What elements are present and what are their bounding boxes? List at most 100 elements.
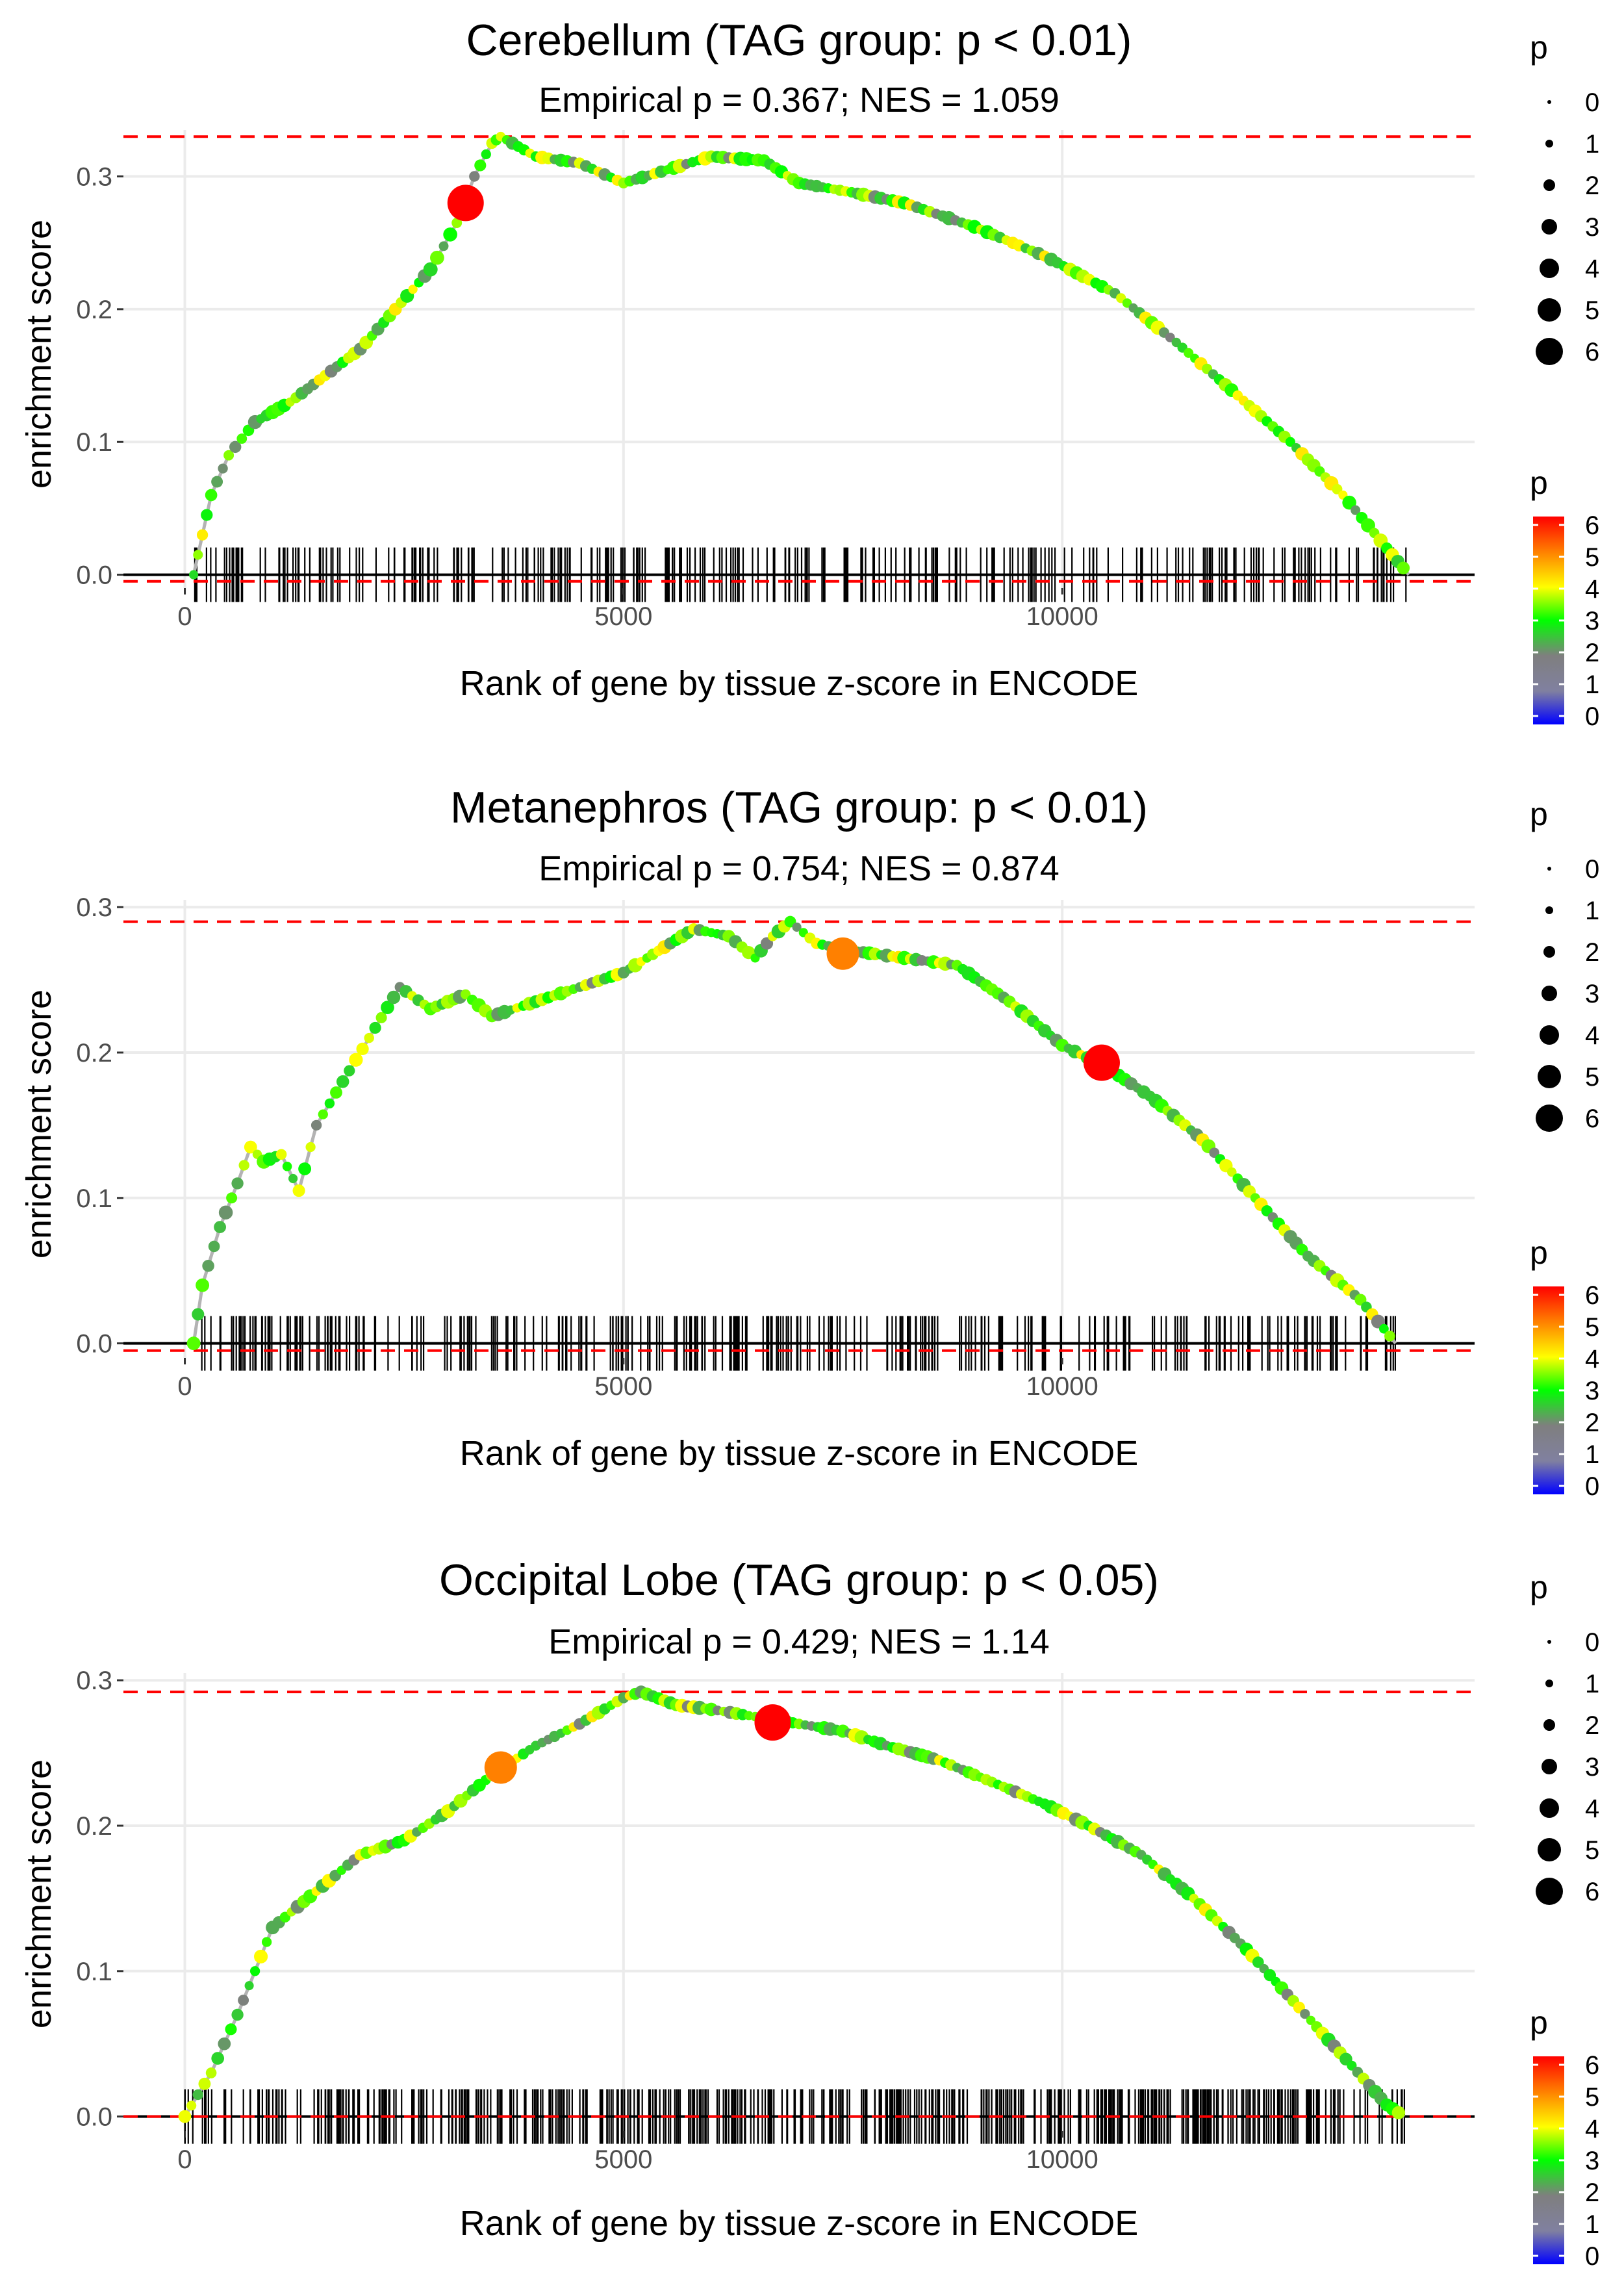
legend-size-swatch xyxy=(1545,906,1553,914)
y-tick-label: 0.3 xyxy=(76,893,112,922)
gene-point xyxy=(1351,505,1361,515)
gene-point xyxy=(443,227,457,242)
gene-point xyxy=(189,570,199,580)
x-axis-ticks: 0 5000 10000 xyxy=(177,2131,1098,2174)
gene-point xyxy=(186,2101,197,2111)
gene-point xyxy=(186,1336,201,1351)
gene-point xyxy=(223,450,235,461)
legend-color-label: 5 xyxy=(1585,2083,1599,2112)
legend-size-label: 4 xyxy=(1585,255,1599,283)
legend-size: p 0 1 2 3 4 5 6 xyxy=(1530,29,1599,366)
highlight-gene-point xyxy=(754,1704,791,1741)
gene-point xyxy=(318,1109,328,1119)
gene-point xyxy=(364,1032,374,1043)
gene-point xyxy=(760,937,774,950)
gene-point xyxy=(1184,348,1194,358)
panel-metanephros: Metanephros (TAG group: p < 0.01) Empiri… xyxy=(19,783,1599,1501)
x-axis-ticks: 0 5000 10000 xyxy=(177,1358,1098,1401)
y-tick-label: 0.1 xyxy=(76,1184,112,1213)
gene-point xyxy=(211,2052,225,2065)
gene-point xyxy=(438,241,449,251)
panel-cerebellum: Cerebellum (TAG group: p < 0.01) Empiric… xyxy=(19,16,1599,731)
gene-point xyxy=(292,1184,305,1197)
gene-point xyxy=(1285,437,1296,447)
legend-color: p 0 1 2 3 4 5 6 xyxy=(1530,2004,1599,2271)
x-axis-label: Rank of gene by tissue z-score in ENCODE xyxy=(460,664,1138,703)
legend-color-label: 1 xyxy=(1585,671,1599,699)
legend-size-swatch xyxy=(1542,986,1557,1001)
y-axis-ticks: 0.0 0.1 0.2 0.3 xyxy=(76,1667,123,2132)
highlight-gene-point xyxy=(826,937,859,970)
gene-point xyxy=(211,476,223,488)
panel-subtitle: Empirical p = 0.754; NES = 0.874 xyxy=(539,849,1059,888)
x-tick-label: 0 xyxy=(177,1372,192,1401)
gene-point xyxy=(225,2023,237,2036)
legend-color-label: 3 xyxy=(1585,607,1599,635)
legend-size-items: 0 1 2 3 4 5 6 xyxy=(1536,88,1599,366)
gene-point xyxy=(474,159,487,172)
gene-point xyxy=(469,171,480,182)
y-tick-label: 0.1 xyxy=(76,428,112,457)
gene-point xyxy=(238,1995,249,2006)
legend-size-label: 3 xyxy=(1585,1753,1599,1782)
legend-size: p 0 1 2 3 4 5 6 xyxy=(1530,1569,1599,1906)
y-axis-label: enrichment score xyxy=(19,220,58,489)
legend-color-title: p xyxy=(1530,2004,1548,2041)
legend-size-swatch xyxy=(1542,1759,1557,1774)
y-axis-ticks: 0.0 0.1 0.2 0.3 xyxy=(76,163,123,590)
gene-point xyxy=(236,433,247,444)
legend-size-swatch xyxy=(1538,1065,1561,1088)
panel-occipital-lobe: Occipital Lobe (TAG group: p < 0.05) Emp… xyxy=(19,1555,1599,2271)
y-axis-label: enrichment score xyxy=(19,990,58,1258)
y-axis-label: enrichment score xyxy=(19,1759,58,2028)
legend-size-label: 5 xyxy=(1585,296,1599,325)
legend-color-label: 5 xyxy=(1585,543,1599,572)
legend-color-label: 6 xyxy=(1585,2051,1599,2080)
legend-color-items: 0 1 2 3 4 5 6 xyxy=(1533,511,1599,731)
panel-title: Metanephros (TAG group: p < 0.01) xyxy=(450,783,1148,832)
gene-point xyxy=(1384,1331,1395,1342)
panel-subtitle: Empirical p = 0.429; NES = 1.14 xyxy=(548,1622,1049,1661)
legend-size-swatch xyxy=(1545,1680,1553,1687)
gene-point xyxy=(192,2089,204,2101)
gene-point xyxy=(249,1966,260,1976)
legend-color-title: p xyxy=(1530,1234,1548,1271)
gene-point xyxy=(214,1221,226,1233)
gene-point xyxy=(288,1173,298,1184)
panel-title: Occipital Lobe (TAG group: p < 0.05) xyxy=(439,1555,1159,1605)
gene-point xyxy=(282,1162,292,1171)
x-axis-label: Rank of gene by tissue z-score in ENCODE xyxy=(460,1434,1138,1473)
legend-color-label: 1 xyxy=(1585,2210,1599,2239)
gene-point xyxy=(208,1240,220,1253)
legend-color-items: 0 1 2 3 4 5 6 xyxy=(1533,1281,1599,1501)
gene-point xyxy=(244,1981,254,1991)
gene-point xyxy=(231,1177,244,1190)
gene-point xyxy=(238,1160,249,1171)
gene-point xyxy=(229,441,242,454)
gene-point xyxy=(336,1075,349,1088)
reference-lines xyxy=(123,920,1475,1352)
gene-point xyxy=(1227,1167,1237,1177)
y-tick-label: 0.0 xyxy=(76,2103,112,2132)
gene-point xyxy=(305,1142,316,1153)
gene-point xyxy=(218,1205,233,1220)
y-axis-ticks: 0.0 0.1 0.2 0.3 xyxy=(76,893,123,1359)
gridlines xyxy=(123,1673,1475,2131)
legend-color-label: 1 xyxy=(1585,1440,1599,1469)
x-axis-label: Rank of gene by tissue z-score in ENCODE xyxy=(460,2204,1138,2243)
gene-point xyxy=(205,489,218,502)
gene-point xyxy=(226,1192,238,1204)
legend-size-label: 0 xyxy=(1585,855,1599,884)
gene-point xyxy=(254,1949,268,1963)
gene-point xyxy=(1300,2009,1310,2019)
legend-color-label: 0 xyxy=(1585,702,1599,731)
legend-size-label: 1 xyxy=(1585,130,1599,159)
gene-point xyxy=(1379,1323,1389,1334)
legend-size-swatch xyxy=(1542,219,1557,235)
gene-point xyxy=(193,550,203,560)
legend-color-label: 6 xyxy=(1585,1281,1599,1310)
x-tick-label: 10000 xyxy=(1026,602,1098,631)
gene-point xyxy=(381,1001,394,1014)
legend-size-items: 0 1 2 3 4 5 6 xyxy=(1536,1628,1599,1906)
